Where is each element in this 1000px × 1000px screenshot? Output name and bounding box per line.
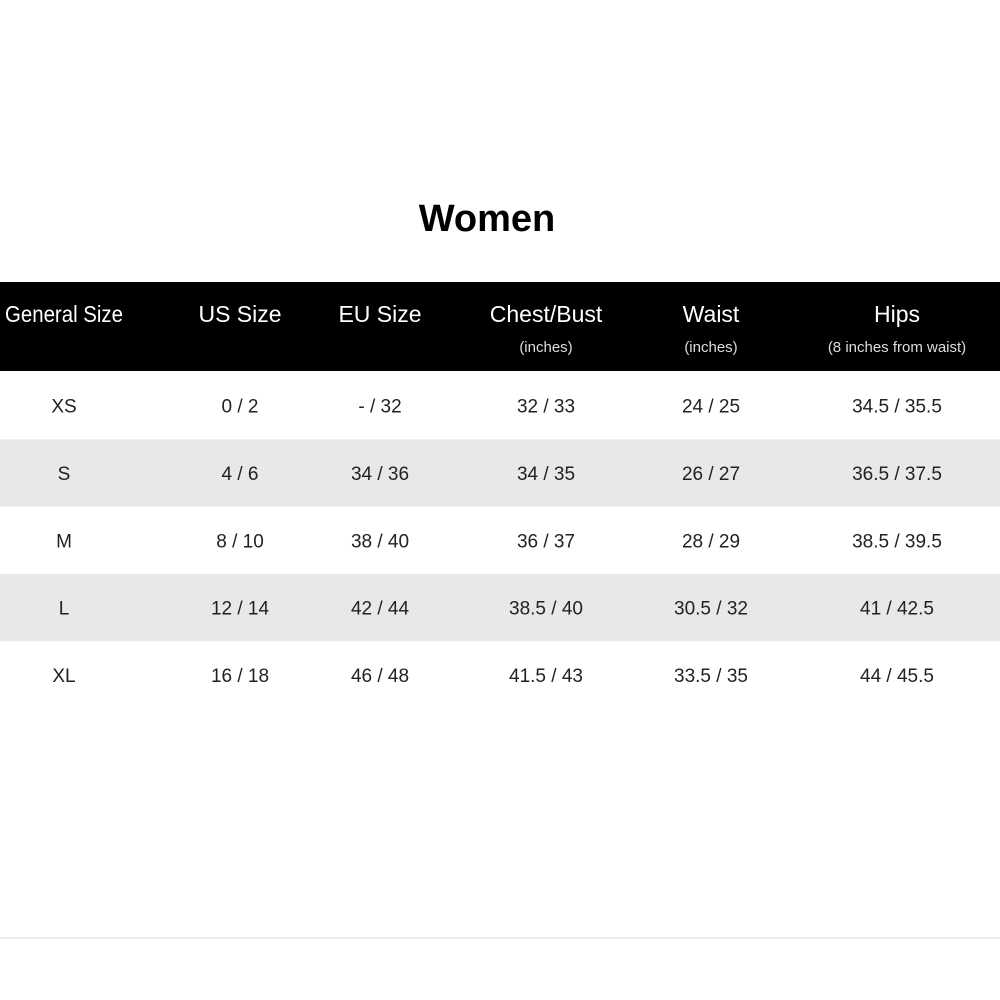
cell: M bbox=[56, 531, 72, 552]
column-note: (inches) bbox=[684, 339, 737, 356]
cell: L bbox=[59, 599, 70, 620]
cell: 41 / 42.5 bbox=[860, 599, 934, 620]
cell: 32 / 33 bbox=[517, 397, 575, 418]
cell: 41.5 / 43 bbox=[509, 666, 583, 687]
cell: 26 / 27 bbox=[682, 464, 740, 485]
cell: 0 / 2 bbox=[222, 397, 259, 418]
title: Women bbox=[419, 198, 556, 240]
cell: 24 / 25 bbox=[682, 397, 740, 418]
cell: 4 / 6 bbox=[222, 464, 259, 485]
column-note: (inches) bbox=[519, 339, 572, 356]
cell: 46 / 48 bbox=[351, 666, 409, 687]
cell: 42 / 44 bbox=[351, 599, 410, 620]
column-header: General Size bbox=[5, 301, 123, 327]
cell: - / 32 bbox=[358, 397, 401, 418]
cell: 34 / 36 bbox=[351, 464, 409, 485]
column-header: EU Size bbox=[338, 301, 421, 327]
cell: 28 / 29 bbox=[682, 531, 740, 552]
cell: S bbox=[58, 464, 71, 485]
cell: 30.5 / 32 bbox=[674, 599, 748, 620]
column-header: Chest/Bust bbox=[490, 301, 603, 327]
column-note: (8 inches from waist) bbox=[828, 339, 966, 356]
cell: 34.5 / 35.5 bbox=[852, 397, 942, 418]
cell: 33.5 / 35 bbox=[674, 666, 748, 687]
cell: XL bbox=[52, 666, 75, 687]
cell: 38.5 / 39.5 bbox=[852, 531, 942, 552]
header-band bbox=[0, 282, 1000, 371]
column-header: US Size bbox=[198, 301, 281, 327]
column-header: Waist bbox=[683, 301, 740, 327]
cell: 34 / 35 bbox=[517, 464, 575, 485]
row-stripe bbox=[0, 573, 1000, 642]
cell: 36.5 / 37.5 bbox=[852, 464, 942, 485]
cell: 16 / 18 bbox=[211, 666, 269, 687]
cell: 8 / 10 bbox=[216, 531, 264, 552]
cell: XS bbox=[51, 397, 76, 418]
row-stripe bbox=[0, 439, 1000, 507]
column-header: Hips bbox=[874, 301, 920, 327]
cell: 38.5 / 40 bbox=[509, 599, 583, 620]
cell: 38 / 40 bbox=[351, 531, 409, 552]
cell: 12 / 14 bbox=[211, 599, 270, 620]
cell: 36 / 37 bbox=[517, 531, 575, 552]
cell: 44 / 45.5 bbox=[860, 666, 934, 687]
